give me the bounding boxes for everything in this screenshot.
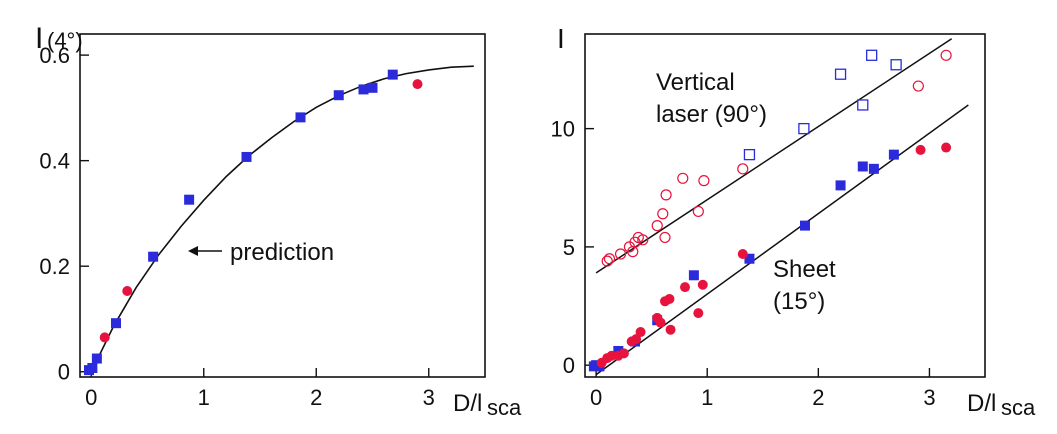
left-point-square-filled [295,112,306,123]
right-ylabel: I [557,23,565,54]
right-point-square-filled [857,161,868,172]
right-point-circle-filled [618,348,629,359]
right-point-circle-filled [915,144,926,155]
left-point-square-filled [333,90,344,101]
right-point-circle-open [940,49,952,61]
left-xlabel: D/l [453,390,482,417]
sheet-label-line2: (15°) [773,288,825,315]
left-plot-frame [79,33,486,378]
right-point-circle-open [677,172,689,184]
right-point-circle-open [698,175,710,187]
left-point-square-filled [184,194,195,205]
left-xtick-label: 2 [310,385,322,410]
left-point-square-filled [91,353,102,364]
right-point-circle-open [603,253,616,265]
right-point-circle-filled [697,279,708,290]
right-point-circle-open [651,220,663,232]
left-ylabel-sub: (4°) [47,28,83,53]
right-point-circle-filled [664,293,675,304]
left-point-square-filled [111,318,121,329]
right-xtick-label: 2 [812,385,824,410]
left-xlabel-sub: sca [487,395,522,420]
right-point-circle-open [912,80,924,92]
sheet-fit-line [595,104,969,376]
right-point-square-filled [688,270,699,281]
right-xtick-label: 3 [923,385,935,410]
left-point-square-filled [148,251,159,262]
left-point-square-filled [87,363,98,374]
right-point-square-filled [835,180,846,191]
right-chart: I D/l sca Vertical laser (90°) Sheet (15… [551,23,1036,420]
right-ytick-label: 10 [551,117,575,142]
left-point-square-filled [387,69,398,80]
right-point-circle-filled [680,282,690,293]
right-point-square-filled [744,253,755,264]
right-point-circle-filled [635,327,646,338]
right-point-circle-filled [693,308,704,319]
left-ylabel: I [35,22,43,55]
right-point-circle-filled [941,142,952,153]
right-point-circle-open [614,248,627,260]
right-point-circle-open [692,205,704,218]
right-xlabel-sub: sca [1001,395,1036,420]
right-point-circle-open [660,189,672,201]
right-point-square-filled [800,220,810,231]
right-ytick-label: 5 [563,235,575,260]
left-ytick-label: 0 [58,360,70,385]
right-point-square-filled [888,149,899,160]
left-xtick-label: 0 [85,385,97,410]
right-point-square-open [798,122,810,135]
vertical-laser-label-line2: laser (90°) [656,101,767,128]
right-point-circle-open [657,208,669,220]
right-point-circle-filled [655,317,666,328]
right-xtick-label: 1 [701,385,713,410]
sheet-label-line1: Sheet [773,256,836,283]
right-point-square-open [890,59,902,71]
left-point-circle-filled [122,285,133,296]
prediction-arrow [188,246,222,256]
right-point-circle-open [601,255,613,267]
right-point-circle-open [637,234,649,246]
right-point-circle-open [659,231,671,244]
right-point-square-open [743,148,756,161]
right-point-square-open [834,68,847,80]
left-point-square-filled [367,82,378,93]
left-ytick-label: 0.4 [39,149,70,174]
left-point-square-filled [241,151,252,162]
right-point-circle-filled [665,324,676,335]
vertical-laser-label-line1: Vertical [656,69,735,96]
left-point-circle-filled [99,332,110,343]
left-xtick-label: 3 [423,385,435,410]
right-xlabel: D/l [967,390,996,417]
left-chart: I (4°) D/l sca prediction 0 1 2 3 0 0.2 0.4 0.6 [35,22,522,420]
right-plot-frame [584,33,986,378]
left-ytick-label: 0.6 [39,43,70,68]
prediction-label: prediction [230,239,334,266]
right-point-square-filled [868,163,879,174]
right-point-square-open [857,99,869,111]
left-point-square-filled [358,84,369,95]
left-ytick-label: 0.2 [39,254,70,279]
right-ytick-label: 0 [563,353,575,378]
vertical-fit-line [595,38,953,274]
prediction-curve [90,65,474,373]
left-xtick-label: 1 [198,385,210,410]
left-point-circle-filled [412,79,423,90]
right-point-circle-open [737,163,749,175]
right-point-square-open [866,49,878,61]
right-xtick-label: 0 [590,385,602,410]
right-point-circle-filled [737,248,748,259]
